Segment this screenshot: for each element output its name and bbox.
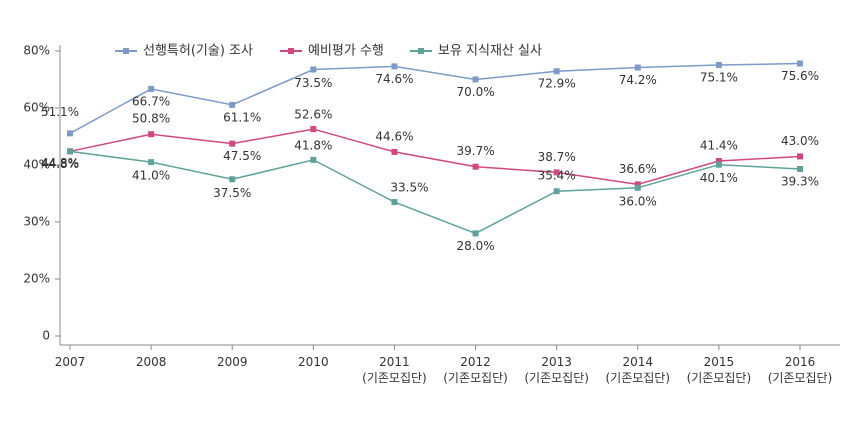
point bbox=[148, 131, 155, 138]
data-label: 40.1% bbox=[700, 171, 738, 185]
x-tick-label: 2015 (기존모집단) bbox=[686, 355, 752, 385]
point bbox=[67, 148, 73, 155]
point bbox=[310, 66, 317, 73]
data-label: 72.9% bbox=[538, 77, 576, 91]
point bbox=[472, 163, 479, 170]
y-tick-label: 20% bbox=[23, 272, 50, 286]
x-tick-label: 2008 bbox=[135, 355, 167, 369]
point bbox=[67, 130, 73, 137]
data-label: 70.0% bbox=[456, 85, 494, 99]
point bbox=[229, 176, 236, 183]
data-label: 52.6% bbox=[294, 108, 332, 122]
data-label: 41.0% bbox=[132, 169, 170, 183]
data-label: 75.6% bbox=[781, 69, 819, 83]
legend-marker bbox=[418, 48, 424, 54]
data-label: 37.5% bbox=[213, 186, 251, 200]
series-line bbox=[69, 128, 801, 186]
point bbox=[310, 156, 317, 163]
x-tick-label: 2009 bbox=[216, 355, 248, 369]
data-label: 35.4% bbox=[538, 169, 576, 183]
point bbox=[715, 61, 722, 68]
y-tick-label: 60% bbox=[23, 101, 50, 115]
point bbox=[229, 101, 236, 108]
data-label: 41.4% bbox=[700, 139, 738, 153]
data-label: 75.1% bbox=[700, 70, 738, 84]
point bbox=[472, 230, 479, 237]
data-label: 66.7% bbox=[132, 94, 170, 108]
x-tick-label: 2007 bbox=[54, 355, 86, 369]
data-label: 33.5% bbox=[390, 181, 428, 195]
point bbox=[634, 181, 641, 188]
point bbox=[310, 126, 317, 133]
legend-label: 보유 지식재산 실사 bbox=[438, 44, 542, 59]
data-label: 74.2% bbox=[619, 73, 657, 87]
legend-marker bbox=[288, 48, 294, 54]
x-tick-label: 2013 (기존모집단) bbox=[524, 355, 589, 385]
point bbox=[391, 199, 398, 206]
data-label: 50.8% bbox=[132, 112, 170, 126]
series-line bbox=[69, 150, 801, 235]
data-label: 44.8% bbox=[41, 157, 79, 171]
y-tick-label: 40% bbox=[23, 158, 50, 172]
legend-marker bbox=[123, 48, 129, 54]
point bbox=[634, 184, 641, 191]
y-tick-label: 30% bbox=[23, 215, 50, 229]
data-label: 47.5% bbox=[223, 149, 261, 163]
point bbox=[553, 188, 560, 195]
point bbox=[797, 165, 803, 172]
data-label: 38.7% bbox=[538, 150, 576, 164]
point bbox=[797, 153, 803, 160]
x-tick-label: 2010 bbox=[298, 355, 329, 369]
point bbox=[553, 169, 560, 176]
data-label: 39.3% bbox=[781, 174, 819, 188]
data-label: 61.1% bbox=[223, 110, 261, 124]
data-label: 74.6% bbox=[375, 72, 413, 86]
data-label: 36.6% bbox=[619, 162, 657, 176]
data-label: 44.8% bbox=[41, 156, 79, 170]
data-label: 28.0% bbox=[456, 239, 494, 253]
y-tick-label: 80% bbox=[23, 44, 50, 58]
point bbox=[715, 161, 722, 168]
data-label: 41.8% bbox=[294, 138, 332, 152]
legend-label: 선행특허(기술) 조사 bbox=[143, 43, 253, 59]
point bbox=[715, 158, 722, 165]
x-tick-label: 2011 (기존모집단) bbox=[362, 355, 427, 385]
point bbox=[797, 60, 803, 67]
data-label: 51.1% bbox=[41, 105, 79, 119]
data-label: 39.7% bbox=[456, 144, 494, 158]
data-label: 73.5% bbox=[294, 76, 332, 90]
point bbox=[148, 85, 155, 92]
data-label: 43.0% bbox=[781, 134, 819, 148]
data-label: 44.6% bbox=[375, 129, 413, 143]
point bbox=[148, 159, 155, 166]
point bbox=[391, 148, 398, 155]
x-tick-label: 2012 (기존모집단) bbox=[443, 355, 508, 385]
point bbox=[472, 76, 479, 83]
x-tick-label: 2014 (기존모집단) bbox=[605, 355, 671, 385]
x-tick-label: 2016 (기존모집단) bbox=[767, 355, 833, 385]
y-tick-label: 0 bbox=[42, 329, 50, 343]
point bbox=[553, 68, 560, 75]
point bbox=[634, 64, 641, 71]
point bbox=[229, 140, 236, 147]
point bbox=[391, 63, 398, 70]
data-label: 36.0% bbox=[619, 194, 657, 208]
series-line bbox=[69, 62, 801, 135]
legend-label: 예비평가 수행 bbox=[308, 43, 384, 59]
